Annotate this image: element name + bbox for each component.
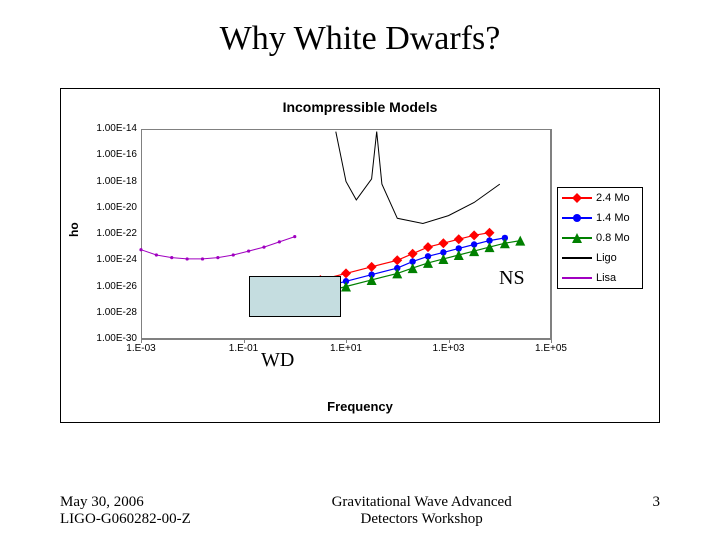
y-tick-label: 1.00E-28 [83,307,137,318]
legend-label: Lisa [596,272,616,284]
legend-item: 1.4 Mo [558,208,642,228]
slide-footer: May 30, 2006 LIGO-G060282-00-Z Gravitati… [0,494,720,528]
slide-title: Why White Dwarfs? [0,0,720,58]
annotation-ns: NS [499,267,525,290]
x-tick-label: 1.E-03 [116,343,166,354]
legend-swatch [562,251,592,265]
x-tick-label: 1.E+03 [424,343,474,354]
y-tick-label: 1.00E-20 [83,202,137,213]
chart-container: Incompressible Models ho 1.00E-14 1.00E-1… [60,88,660,423]
y-axis-label: ho [67,222,81,237]
y-tick-label: 1.00E-26 [83,281,137,292]
legend-label: 1.4 Mo [596,212,630,224]
footer-date: May 30, 2006 [60,494,191,511]
legend-swatch [562,211,592,225]
legend-swatch [562,231,592,245]
y-tick-label: 1.00E-22 [83,228,137,239]
legend-item: Ligo [558,248,642,268]
chart-legend: 2.4 Mo 1.4 Mo 0.8 Mo Ligo Lisa [557,187,643,289]
legend-label: 0.8 Mo [596,232,630,244]
footer-left: May 30, 2006 LIGO-G060282-00-Z [60,494,191,528]
legend-item: Lisa [558,268,642,288]
x-ticks: 1.E-031.E-011.E+011.E+031.E+05 [141,129,551,339]
footer-center: Gravitational Wave Advanced Detectors Wo… [332,494,512,528]
legend-swatch [562,191,592,205]
chart-title: Incompressible Models [61,89,659,115]
x-tick-label: 1.E+05 [526,343,576,354]
legend-item: 2.4 Mo [558,188,642,208]
legend-label: 2.4 Mo [596,192,630,204]
footer-pagenum: 3 [653,494,661,528]
y-tick-label: 1.00E-24 [83,254,137,265]
legend-label: Ligo [596,252,617,264]
x-tick-label: 1.E+01 [321,343,371,354]
overlay-box [249,276,341,317]
annotation-wd: WD [261,349,294,372]
y-tick-label: 1.00E-18 [83,176,137,187]
y-tick-label: 1.00E-16 [83,149,137,160]
x-axis-label: Frequency [61,399,659,414]
legend-swatch [562,271,592,285]
legend-item: 0.8 Mo [558,228,642,248]
y-tick-label: 1.00E-14 [83,123,137,134]
footer-docnum: LIGO-G060282-00-Z [60,511,191,528]
